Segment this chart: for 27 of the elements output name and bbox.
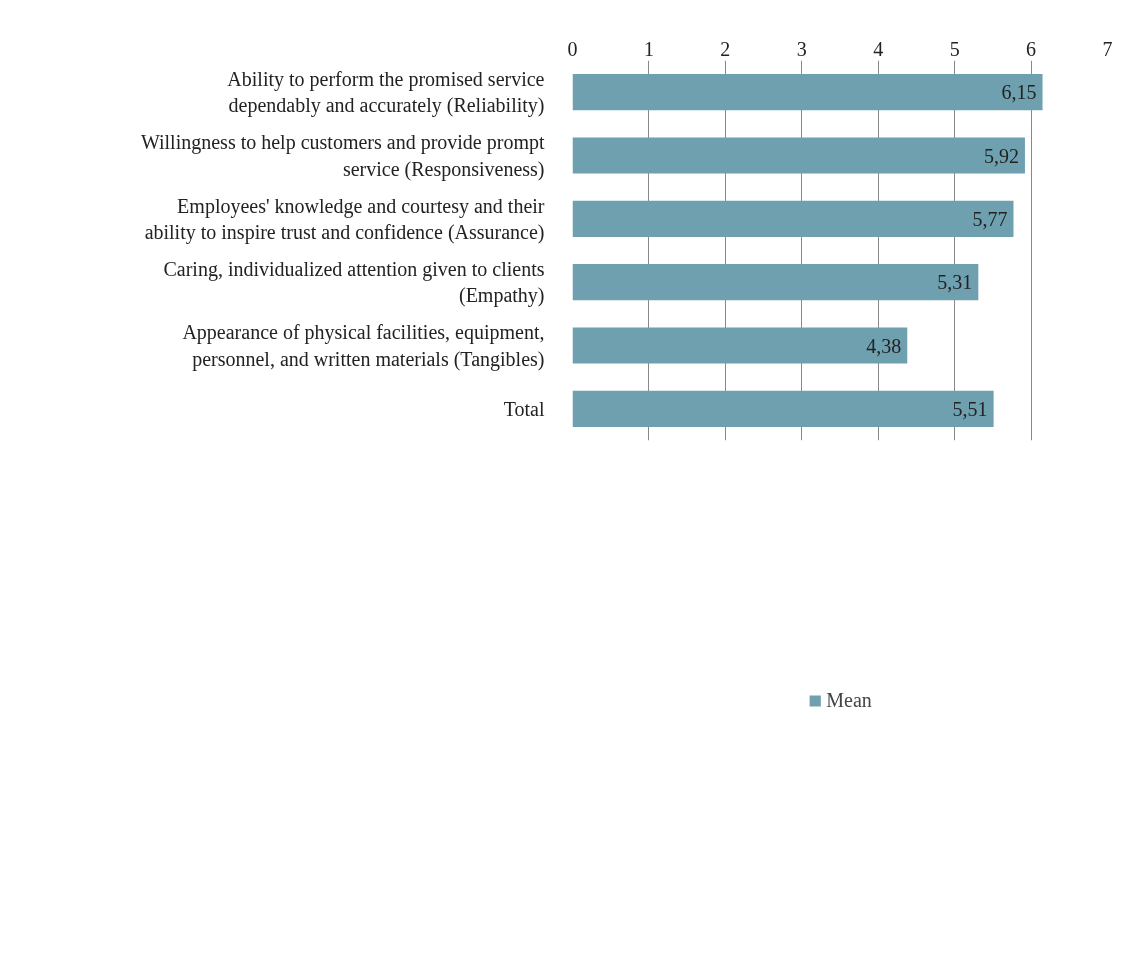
y-tick-label: Employees' knowledge and courtesy and their ability to inspire trust and confidence (Assurance) bbox=[144, 194, 545, 245]
data-label: 5,77 bbox=[972, 207, 1008, 230]
bar bbox=[572, 200, 1014, 237]
data-label: 6,15 bbox=[1001, 81, 1037, 104]
y-tick-label: Ability to perform the promised service dependably and accurately (Reliability) bbox=[227, 67, 545, 118]
legend-label: Mean bbox=[826, 688, 872, 712]
y-tick-label: Appearance of physical facilities, equipment, personnel, and written materials (Tangibles) bbox=[182, 321, 545, 371]
bar bbox=[572, 390, 994, 427]
data-label: 4,38 bbox=[866, 334, 902, 357]
data-label: 5,31 bbox=[937, 271, 973, 294]
bar bbox=[572, 74, 1043, 111]
x-tick-label: 1 bbox=[643, 37, 654, 60]
data-label: 5,92 bbox=[983, 144, 1019, 167]
y-tick-label: Total bbox=[503, 397, 545, 420]
x-tick-label: 7 bbox=[1102, 37, 1113, 60]
bar bbox=[572, 327, 908, 364]
x-tick-label: 5 bbox=[949, 37, 960, 60]
x-tick-label: 6 bbox=[1026, 37, 1037, 60]
bar bbox=[572, 264, 979, 301]
bar bbox=[572, 137, 1025, 174]
y-tick-label: Caring, individualized attention given to clients (Empathy) bbox=[163, 257, 545, 308]
x-tick-label: 2 bbox=[720, 37, 731, 60]
x-tick-label: 0 bbox=[567, 37, 578, 60]
x-tick-label: 3 bbox=[796, 37, 807, 60]
x-tick-label: 4 bbox=[873, 37, 884, 60]
y-tick-label: Willingness to help customers and provide prompt service (Responsiveness) bbox=[140, 131, 545, 181]
data-label: 5,51 bbox=[952, 397, 988, 420]
